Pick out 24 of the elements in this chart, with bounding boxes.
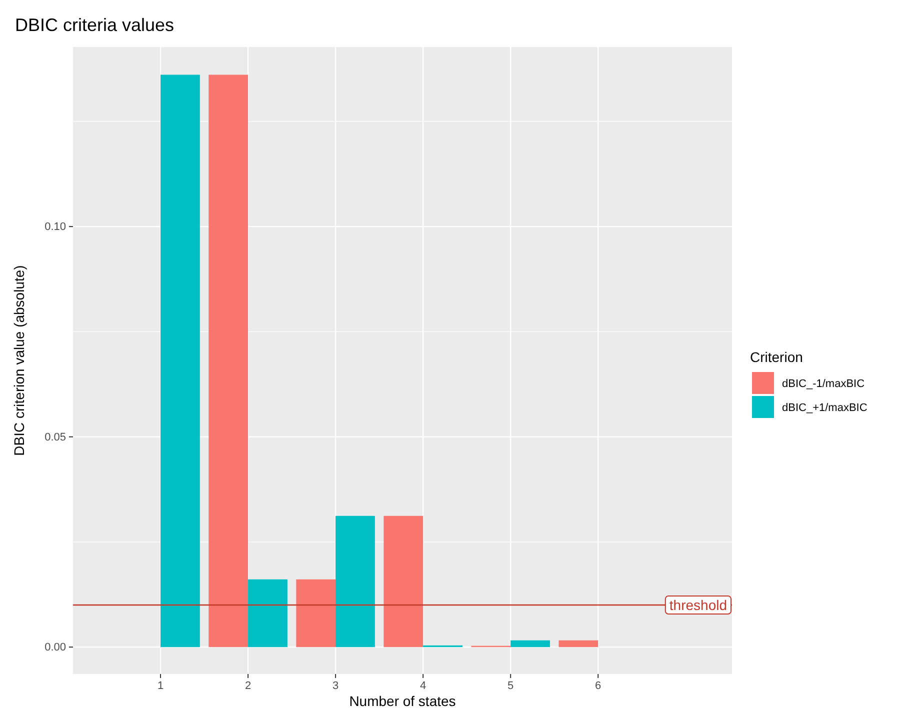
- x-tick-label: 2: [244, 680, 252, 692]
- chart-title: DBIC criteria values: [15, 15, 174, 35]
- bar: [296, 579, 336, 648]
- bar: [248, 579, 288, 648]
- x-tick-label: 6: [595, 680, 602, 692]
- legend-label: dBIC_+1/maxBIC: [782, 402, 868, 414]
- bar: [384, 516, 424, 648]
- y-tick-label: 0.05: [44, 431, 66, 444]
- y-tick-label: 0.00: [44, 642, 66, 654]
- bar: [510, 640, 550, 648]
- y-axis-title: DBIC criterion value (absolute): [11, 265, 27, 456]
- bar: [208, 74, 248, 648]
- bar: [336, 516, 375, 648]
- x-tick-label: 4: [420, 680, 426, 692]
- y-tick-label: 0.10: [44, 221, 66, 234]
- x-axis-title: Number of states: [349, 693, 456, 709]
- bar: [160, 74, 200, 648]
- x-tick-label: 3: [332, 680, 339, 692]
- x-tick-label: 1: [157, 680, 164, 692]
- legend-title: Criterion: [750, 349, 803, 365]
- x-tick-label: 5: [508, 680, 514, 692]
- ref-line-label: threshold: [669, 597, 727, 614]
- bar: [558, 640, 598, 648]
- legend-label: dBIC_-1/maxBIC: [782, 378, 865, 390]
